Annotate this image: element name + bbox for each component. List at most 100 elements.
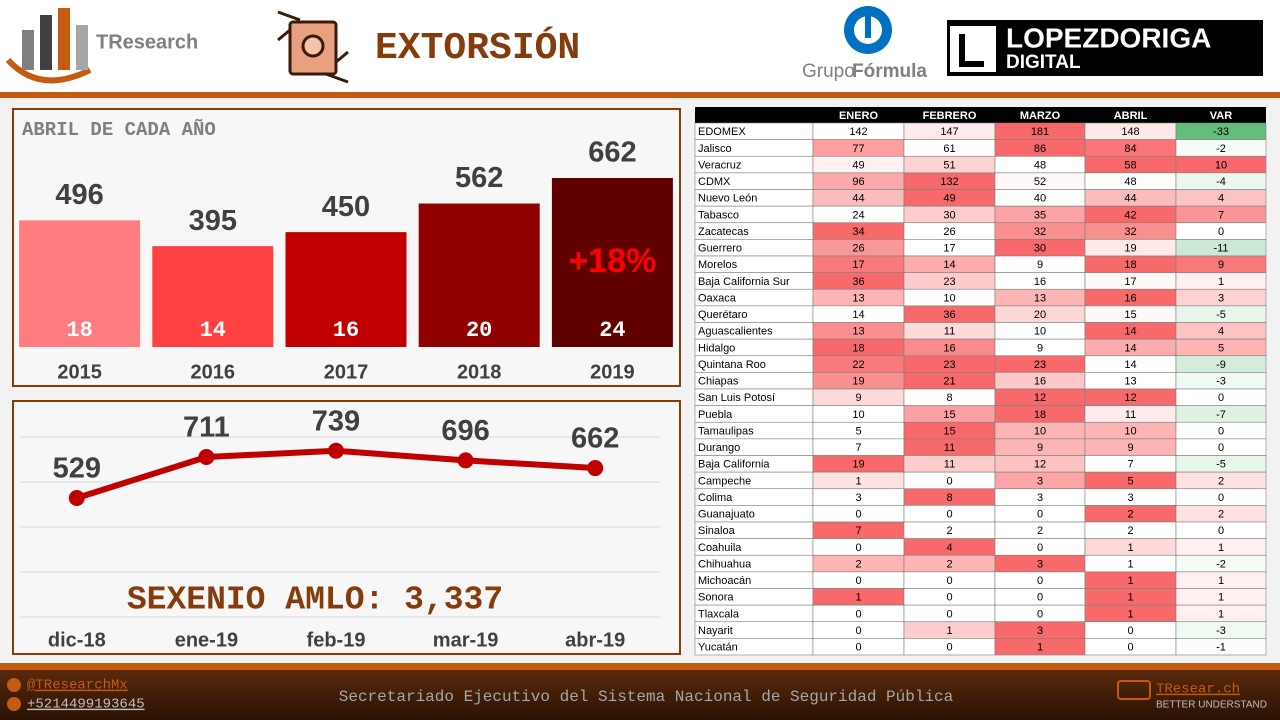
- cell-value: 1: [1127, 592, 1133, 604]
- cell-value: 0: [946, 608, 952, 620]
- bar-value-label: 395: [189, 205, 237, 237]
- cell-value: 0: [1218, 442, 1224, 454]
- cell-value: 16: [1034, 276, 1046, 288]
- bar: [418, 203, 540, 347]
- cell-value: 0: [1127, 625, 1133, 637]
- x-tick-label: dic-18: [48, 629, 106, 651]
- x-tick-label: 2015: [57, 361, 102, 383]
- cell-value: 14: [1124, 359, 1136, 371]
- annotation: SEXENIO AMLO: 3,337: [127, 582, 503, 619]
- bar-value-label: 496: [55, 179, 103, 211]
- row-label: Guerrero: [698, 243, 742, 255]
- cell-value: 0: [855, 642, 861, 654]
- x-tick-label: abr-19: [565, 629, 625, 651]
- cell-value: 19: [852, 376, 864, 388]
- x-tick-label: ene-19: [175, 629, 238, 651]
- row-label: Puebla: [698, 409, 733, 421]
- row-label: Michoacán: [698, 575, 751, 587]
- cell-value: 15: [943, 409, 955, 421]
- site-icon: [1117, 680, 1151, 700]
- cell-value: 8: [946, 492, 952, 504]
- cell-value: 48: [1034, 159, 1046, 171]
- cell-value: 18: [1124, 259, 1136, 271]
- cell-value: 18: [852, 342, 864, 354]
- grupo-formula-logo: [844, 6, 892, 54]
- row-label: Nayarit: [698, 625, 733, 637]
- cell-value: 21: [943, 376, 955, 388]
- cell-value: 1: [1037, 642, 1043, 654]
- cell-value: 5: [855, 425, 861, 437]
- cell-value: -11: [1213, 243, 1228, 255]
- row-label: Baja California Sur: [698, 276, 790, 288]
- header-rule: [0, 92, 1280, 98]
- row-label: Campeche: [698, 475, 751, 487]
- logo-b-part: DIGITAL: [1006, 52, 1081, 73]
- cell-value: 2: [946, 525, 952, 537]
- cell-value: -3: [1216, 625, 1226, 637]
- cell-value: 14: [1124, 342, 1136, 354]
- column-header: ABRIL: [1114, 110, 1148, 122]
- bar-value-label: 450: [322, 191, 370, 223]
- cell-value: 0: [1218, 226, 1224, 238]
- site-link[interactable]: TResear.ch: [1156, 682, 1240, 698]
- twitter-icon: [7, 678, 21, 692]
- cell-value: 14: [943, 259, 955, 271]
- cell-value: 0: [1037, 509, 1043, 521]
- cell-value: 9: [1218, 259, 1224, 271]
- row-label: Yucatán: [698, 642, 738, 654]
- cell-value: -9: [1216, 359, 1226, 371]
- cell-value: -5: [1216, 459, 1226, 471]
- cell-value: 0: [855, 608, 861, 620]
- row-label: EDOMEX: [698, 126, 746, 138]
- bar-chart-title: ABRIL DE CADA AÑO: [22, 119, 216, 141]
- row-label: Aguascalientes: [698, 326, 773, 338]
- cell-value: 4: [946, 542, 952, 554]
- row-label: Tabasco: [698, 209, 739, 221]
- x-tick-label: feb-19: [307, 629, 366, 651]
- cell-value: 44: [1124, 193, 1136, 205]
- cell-value: 51: [943, 159, 955, 171]
- cell-value: 14: [1124, 326, 1136, 338]
- cell-value: 15: [1124, 309, 1136, 321]
- cell-value: 23: [943, 276, 955, 288]
- cell-value: 7: [855, 525, 861, 537]
- bar-inner-label: 14: [200, 318, 226, 343]
- cell-value: 22: [852, 359, 864, 371]
- cell-value: 16: [943, 342, 955, 354]
- cell-value: 9: [1037, 342, 1043, 354]
- cell-value: 3: [855, 492, 861, 504]
- cell-value: 181: [1031, 126, 1049, 138]
- twitter-handle[interactable]: @TResearchMx: [27, 678, 128, 694]
- bar-value-label: 562: [455, 162, 503, 194]
- cell-value: 35: [1034, 209, 1046, 221]
- bar-inner-label: 24: [599, 318, 625, 343]
- cell-value: 17: [1124, 276, 1136, 288]
- cell-value: 1: [1127, 608, 1133, 620]
- cell-value: 17: [852, 259, 864, 271]
- row-label: Chihuahua: [698, 558, 752, 570]
- point-label: 696: [441, 415, 489, 447]
- cell-value: 1: [1218, 542, 1224, 554]
- bar-inner-label: 18: [66, 318, 92, 343]
- cell-value: 0: [946, 642, 952, 654]
- cell-value: 10: [1215, 159, 1227, 171]
- cell-value: 2: [1127, 525, 1133, 537]
- cell-value: -4: [1216, 176, 1226, 188]
- phone-number[interactable]: +5214499193645: [27, 697, 145, 713]
- cell-value: 30: [1034, 243, 1046, 255]
- column-header: MARZO: [1020, 110, 1061, 122]
- cell-value: 13: [1124, 376, 1136, 388]
- point-label: 529: [53, 453, 101, 485]
- row-label: Coahuila: [698, 542, 742, 554]
- logo-b-part: LOPEZDORIGA: [1006, 22, 1211, 53]
- cell-value: 3: [1037, 558, 1043, 570]
- cell-value: 142: [849, 126, 867, 138]
- bar: [152, 246, 274, 347]
- row-label: Colima: [698, 492, 733, 504]
- row-label: Baja California: [698, 459, 770, 471]
- cell-value: 26: [852, 243, 864, 255]
- cell-value: -7: [1216, 409, 1226, 421]
- cell-value: 20: [1034, 309, 1046, 321]
- cell-value: 9: [1127, 442, 1133, 454]
